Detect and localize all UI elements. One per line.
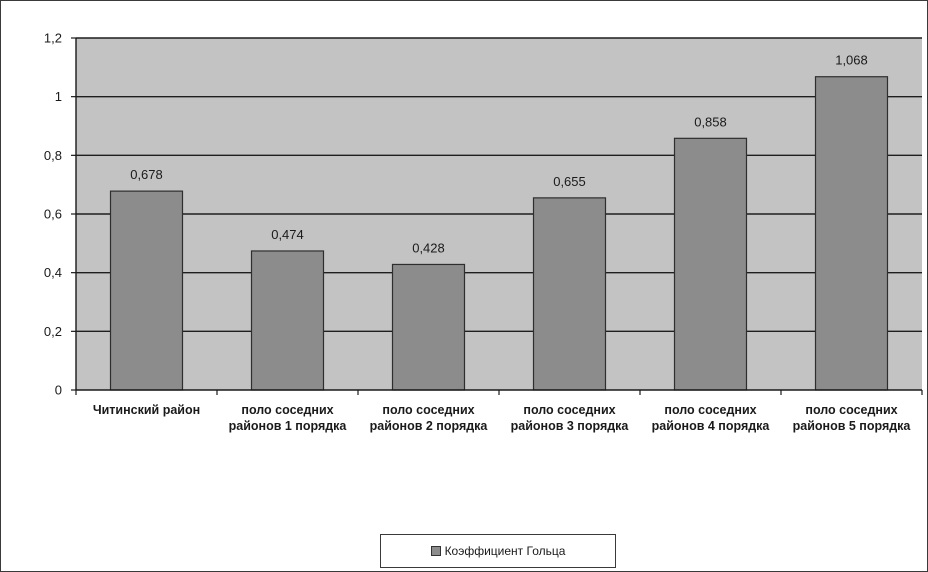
y-tick-label: 0,8 <box>44 148 62 163</box>
data-label: 1,068 <box>835 53 868 68</box>
bar <box>391 263 466 391</box>
y-tick-label: 0,4 <box>44 265 62 280</box>
x-tick-label: районов 1 порядка <box>229 419 348 433</box>
x-tick-label: поло соседних <box>805 403 897 417</box>
x-tick-label: районов 3 порядка <box>511 419 630 433</box>
x-tick-label: районов 5 порядка <box>793 419 912 433</box>
data-label: 0,474 <box>271 227 304 242</box>
x-tick-label: поло соседних <box>382 403 474 417</box>
x-tick-label: поло соседних <box>664 403 756 417</box>
y-tick-label: 1 <box>55 89 62 104</box>
bar <box>250 250 325 391</box>
y-tick-label: 0 <box>55 383 62 398</box>
data-label: 0,655 <box>553 174 586 189</box>
x-axis-labels: Читинский район поло соседних районов 1 по… <box>93 403 912 433</box>
x-tick-label: поло соседних <box>523 403 615 417</box>
bar <box>673 137 748 391</box>
data-label: 0,678 <box>130 167 163 182</box>
x-tick-label: районов 4 порядка <box>652 419 771 433</box>
data-labels: 0,678 0,474 0,428 0,655 0,858 1,068 <box>130 53 868 256</box>
x-tick-label: районов 2 порядка <box>370 419 489 433</box>
x-tick-label: поло соседних <box>241 403 333 417</box>
data-label: 0,858 <box>694 114 727 129</box>
bar <box>814 76 889 391</box>
y-axis-ticks: 0 0,2 0,4 0,6 0,8 1 1,2 <box>44 31 76 398</box>
y-tick-label: 1,2 <box>44 31 62 46</box>
legend-label: Коэффициент Гольца <box>444 544 566 558</box>
legend: Коэффициент Гольца <box>380 534 616 568</box>
bar <box>109 190 184 391</box>
x-tick-label: Читинский район <box>93 403 200 417</box>
bar <box>532 197 607 391</box>
legend-swatch-icon <box>430 546 441 556</box>
y-tick-label: 0,2 <box>44 324 62 339</box>
y-tick-label: 0,6 <box>44 207 62 222</box>
bars <box>109 76 889 391</box>
gridlines <box>76 37 922 333</box>
data-label: 0,428 <box>412 240 445 255</box>
